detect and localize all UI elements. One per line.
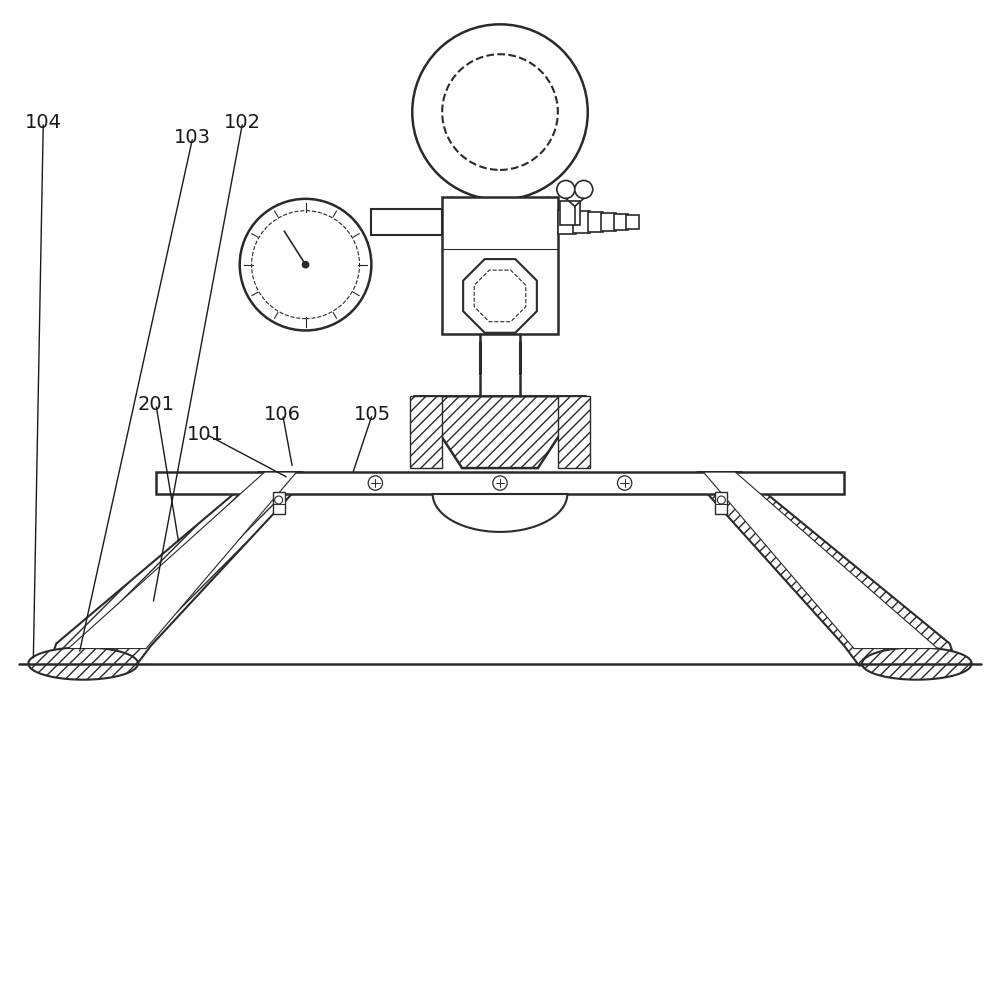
Polygon shape [692,472,956,665]
Circle shape [442,54,558,170]
Circle shape [368,476,383,490]
Polygon shape [415,396,585,468]
Circle shape [275,496,283,504]
Circle shape [557,180,575,198]
Text: 105: 105 [354,404,391,423]
Bar [410,396,442,468]
Bar [614,213,628,230]
Polygon shape [463,259,537,333]
Text: 104: 104 [25,113,62,131]
Polygon shape [433,494,567,532]
Bar [626,214,639,229]
Circle shape [302,262,309,268]
Bar [715,492,727,514]
Polygon shape [28,647,138,679]
Polygon shape [50,472,308,665]
Bar [273,492,285,514]
Text: 103: 103 [174,127,211,146]
Circle shape [717,496,725,504]
Circle shape [252,211,360,319]
Text: 106: 106 [264,404,301,423]
Bar [560,201,580,225]
Circle shape [493,476,507,490]
Bar [558,209,576,234]
Bar [156,472,844,494]
Bar [371,208,442,235]
Text: 201: 201 [137,394,174,413]
Circle shape [617,476,632,490]
Text: 102: 102 [224,113,261,131]
Bar [601,212,616,231]
Bar [573,210,590,233]
Circle shape [240,199,371,331]
Text: 101: 101 [187,424,224,443]
Circle shape [412,24,588,200]
Circle shape [575,180,593,198]
Bar [588,211,603,232]
Polygon shape [862,647,972,679]
Polygon shape [474,270,526,322]
Bar [558,396,590,468]
Bar [442,197,558,335]
Polygon shape [703,472,938,648]
Polygon shape [68,472,297,648]
